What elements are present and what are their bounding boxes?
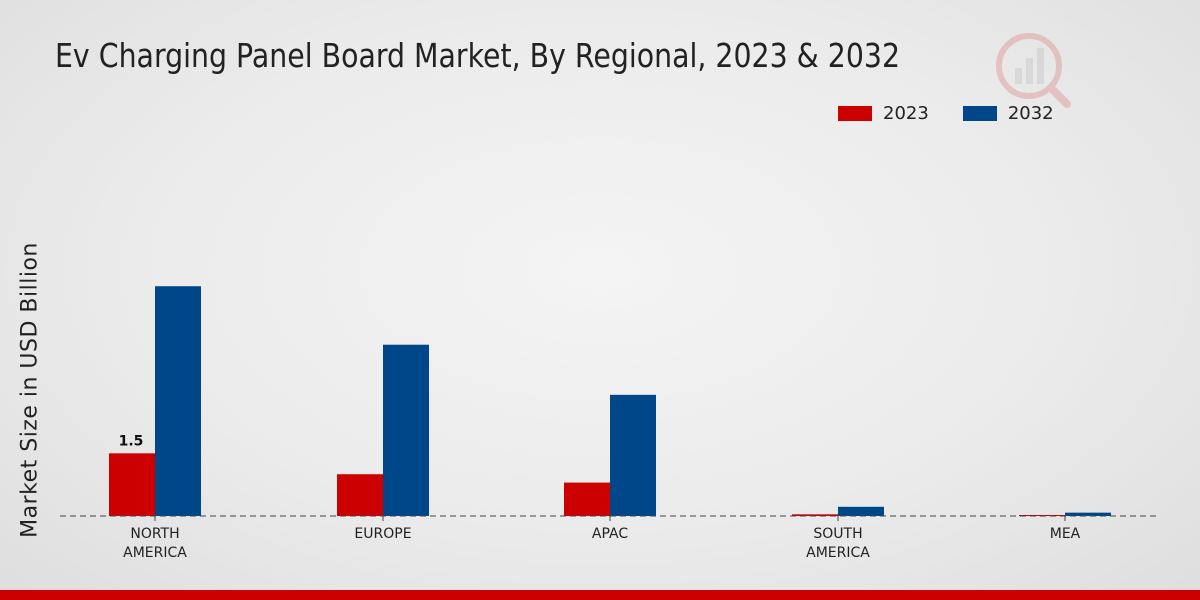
brand-logo-icon [996, 33, 1071, 108]
legend-label-2032: 2032 [1007, 103, 1054, 124]
legend-swatch-2032 [962, 106, 997, 121]
bottom-accent-bar [0, 590, 1200, 600]
bar-2023-2 [564, 482, 610, 516]
bar-2032-2 [610, 394, 656, 516]
legend-label-2023: 2023 [883, 103, 929, 124]
chart-title: Ev Charging Panel Board Market, By Regio… [55, 36, 901, 75]
x-tick-label-0: NORTH AMERICA [123, 526, 187, 561]
legend-swatch-2023 [838, 106, 872, 121]
bar-2032-4 [1065, 512, 1111, 516]
data-label-0: 1.5 [119, 433, 144, 449]
bar-2023-3 [792, 514, 838, 516]
bar-2032-1 [383, 344, 429, 516]
x-tick-label-1: EUROPE [354, 526, 411, 542]
x-tick-label-3: SOUTH AMERICA [806, 526, 870, 561]
chart-legend: 2023 2032 [838, 103, 1088, 124]
bar-2023-0 [109, 453, 155, 516]
legend-item-2032: 2032 [962, 103, 1054, 124]
bar-2032-3 [838, 506, 884, 516]
x-tick-label-2: APAC [592, 526, 628, 542]
x-tick-label-4: MEA [1050, 526, 1081, 542]
bar-2032-0 [155, 286, 201, 516]
legend-item-2023: 2023 [838, 103, 929, 124]
bar-2023-1 [337, 474, 383, 516]
